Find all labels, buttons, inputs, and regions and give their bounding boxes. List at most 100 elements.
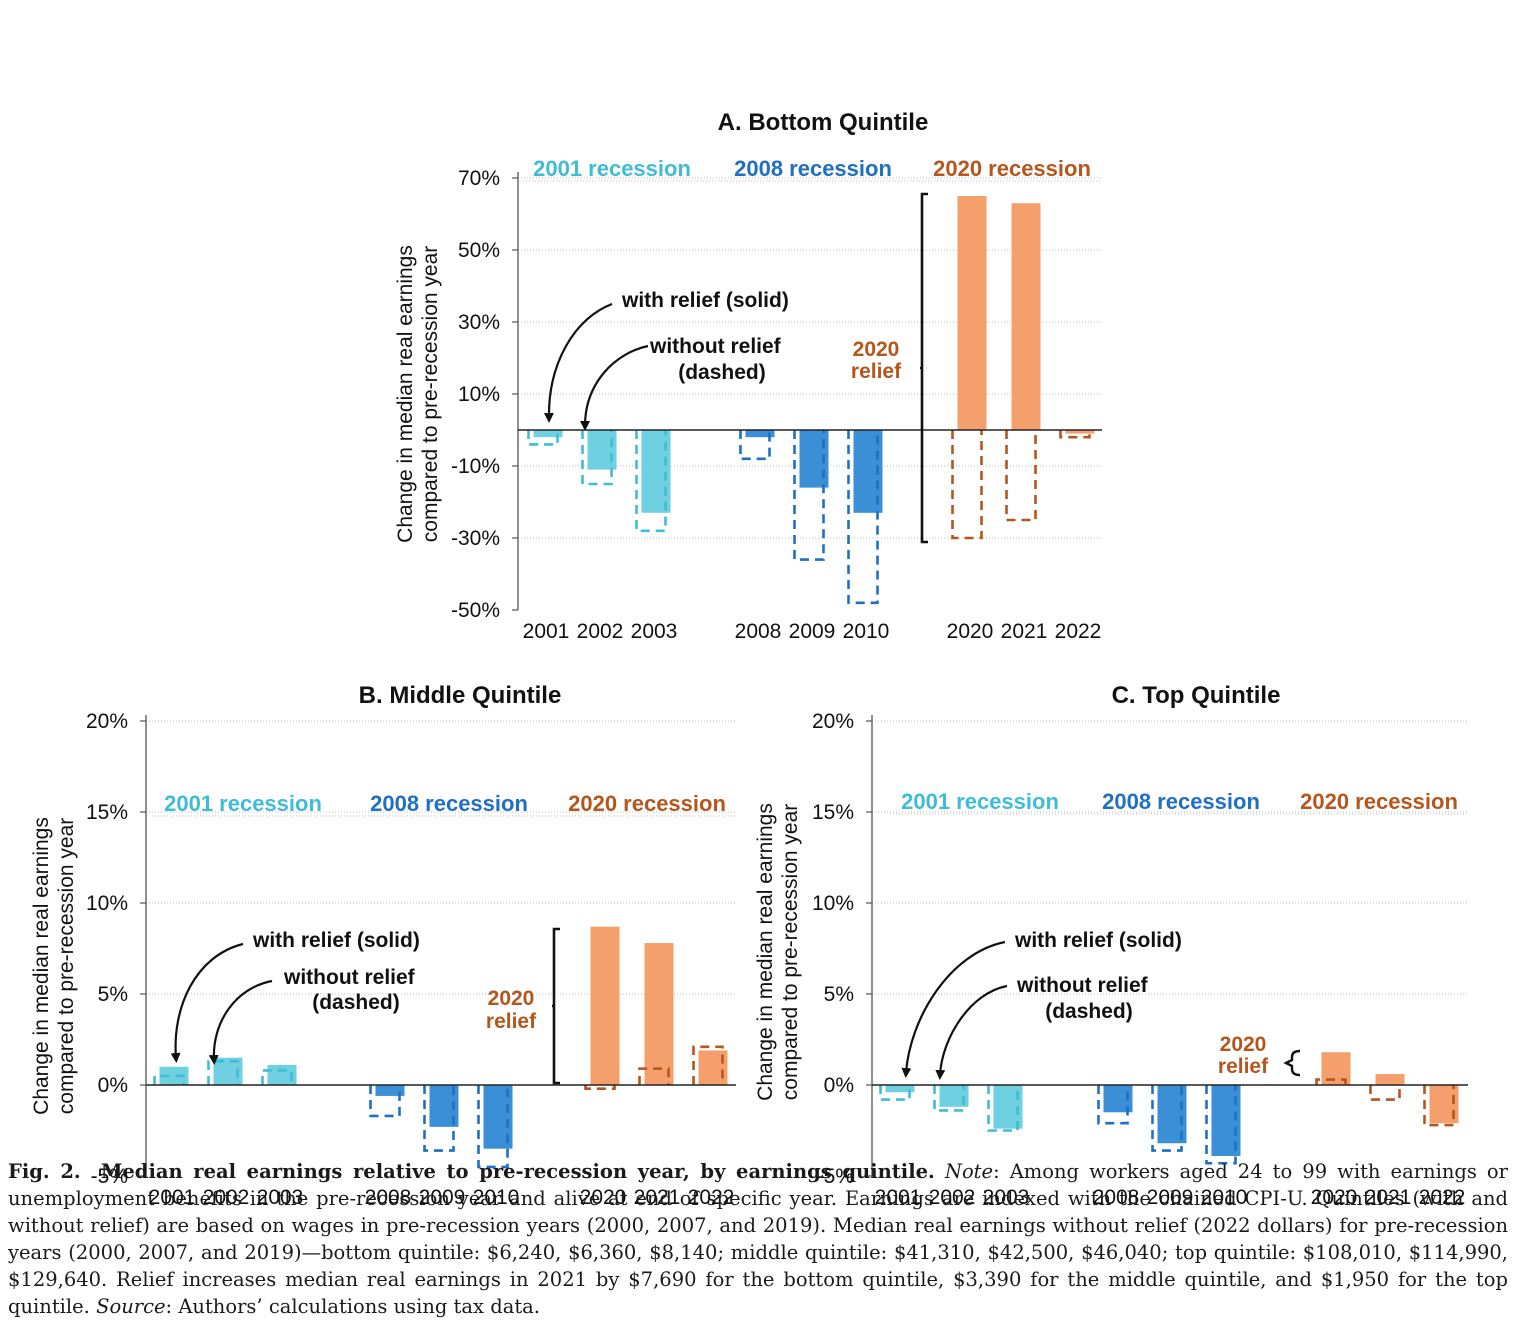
x-tick-label: 2002 <box>577 620 624 643</box>
y-tick-label: -30% <box>451 527 500 550</box>
bar-without-relief <box>1151 1085 1183 1152</box>
bar-without-relief <box>584 1085 616 1090</box>
annotation-relief: relief <box>486 1010 537 1033</box>
bar-without-relief <box>638 1067 670 1085</box>
y-tick-label: 10% <box>812 892 854 915</box>
x-tick-label: 2010 <box>1201 1186 1248 1209</box>
arrow-with-relief <box>170 942 244 1063</box>
x-tick-label: 2001 <box>875 1186 922 1209</box>
x-tick-label: 2021 <box>634 1186 681 1209</box>
x-tick-label: 2008 <box>365 1186 412 1209</box>
annotation-with-relief: with relief (solid) <box>1014 929 1182 952</box>
annotation-dashed: (dashed) <box>1045 1000 1133 1023</box>
x-tick-label: 2020 <box>947 620 994 643</box>
y-axis-label: Change in median real earningscompared t… <box>754 803 802 1101</box>
y-tick-label: -50% <box>451 599 500 622</box>
arrow-with-relief <box>543 302 613 423</box>
bar-without-relief <box>1205 1085 1237 1165</box>
bar-without-relief <box>847 430 879 605</box>
y-axis-label: Change in median real earningscompared t… <box>30 817 78 1115</box>
bar-with-relief <box>267 1064 297 1085</box>
bar-with-relief <box>159 1066 189 1085</box>
y-tick-label: 0% <box>824 1074 854 1097</box>
bar-with-relief <box>885 1085 915 1093</box>
relief-bracket <box>552 927 560 1085</box>
bar-with-relief <box>644 943 674 1085</box>
x-tick-label: 2003 <box>631 620 678 643</box>
bar-with-relief <box>590 926 620 1085</box>
bar-with-relief <box>745 430 775 438</box>
x-tick-label: 2020 <box>1311 1186 1358 1209</box>
x-tick-label: 2009 <box>1147 1186 1194 1209</box>
panel-middle-quintile: B. Middle Quintile -5% 0% 5% 10% 15% 20% Change… <box>30 682 736 1209</box>
bar-with-relief <box>957 196 987 430</box>
legend-entry: 2008 recession <box>1102 789 1260 814</box>
caption-label: Fig. 2. <box>8 1160 81 1183</box>
bar-without-relief <box>1059 430 1091 439</box>
y-tick-label: 5% <box>98 983 128 1006</box>
bar-without-relief <box>581 430 613 486</box>
arrow-with-relief <box>901 940 1006 1078</box>
bar-without-relief <box>261 1069 293 1085</box>
bar-with-relief <box>939 1085 969 1107</box>
x-tick-label: 2002 <box>203 1186 250 1209</box>
y-tick-label: -5% <box>91 1165 128 1188</box>
bar-without-relief <box>369 1085 401 1118</box>
y-tick-label: 5% <box>824 983 854 1006</box>
x-tick-label: 2021 <box>1001 620 1048 643</box>
x-tick-label: 2009 <box>789 620 836 643</box>
bar-without-relief <box>1423 1085 1455 1127</box>
x-tick-label: 2010 <box>473 1186 520 1209</box>
annotation-with-relief: with relief (solid) <box>621 289 789 312</box>
y-tick-label: 20% <box>812 710 854 733</box>
bar-with-relief <box>1375 1074 1405 1085</box>
x-tick-label: 2009 <box>419 1186 466 1209</box>
bar-without-relief <box>933 1085 965 1112</box>
bar-with-relief <box>1011 203 1041 430</box>
bar-without-relief <box>1005 430 1037 522</box>
y-axis-label-line: Change in median real earnings <box>394 245 417 543</box>
legend-entry: 2001 recession <box>164 791 322 816</box>
y-tick-label: -5% <box>817 1165 854 1188</box>
annotation-relief-year: 2020 <box>853 338 900 361</box>
caption-title: Median real earnings relative to pre-rec… <box>100 1160 935 1183</box>
arrow-without-relief <box>580 344 649 431</box>
x-tick-label: 2021 <box>1365 1186 1412 1209</box>
bar-without-relief <box>207 1060 239 1085</box>
legend-entry: 2001 recession <box>533 156 691 181</box>
legend-entry: 2001 recession <box>901 789 1059 814</box>
x-tick-label: 2003 <box>257 1186 304 1209</box>
y-tick-label: 10% <box>458 383 500 406</box>
caption-source: : Authors’ calculations using tax data. <box>165 1295 540 1318</box>
panel-title: A. Bottom Quintile <box>718 109 929 136</box>
bar-without-relief <box>1097 1085 1129 1125</box>
x-tick-label: 2020 <box>580 1186 627 1209</box>
figure-caption: Fig. 2. Median real earnings relative to… <box>8 1158 1508 1320</box>
panel-title: C. Top Quintile <box>1112 682 1281 709</box>
bar-with-relief <box>375 1085 405 1096</box>
x-tick-label: 2022 <box>688 1186 735 1209</box>
legend-entry: 2008 recession <box>370 791 528 816</box>
x-tick-label: 2002 <box>929 1186 976 1209</box>
legend-entry: 2020 recession <box>568 791 726 816</box>
y-tick-label: -10% <box>451 455 500 478</box>
y-axis-label-line: compared to pre-recession year <box>55 818 78 1114</box>
annotation-without-relief: without relief <box>1016 974 1149 997</box>
annotation-with-relief: with relief (solid) <box>252 929 420 952</box>
caption-source-label: Source <box>96 1295 166 1318</box>
x-tick-label: 2008 <box>1093 1186 1140 1209</box>
x-tick-label: 2001 <box>149 1186 196 1209</box>
y-axis-label: Change in median real earningscompared t… <box>394 245 442 543</box>
x-tick-label: 2003 <box>983 1186 1030 1209</box>
panel-title: B. Middle Quintile <box>359 682 562 709</box>
y-tick-label: 0% <box>98 1074 128 1097</box>
y-axis-label-line: compared to pre-recession year <box>419 246 442 542</box>
annotation-relief-year: 2020 <box>488 987 535 1010</box>
y-axis-label-line: compared to pre-recession year <box>779 804 802 1100</box>
annotation-dashed: (dashed) <box>678 361 766 384</box>
legend-entry: 2020 recession <box>1300 789 1458 814</box>
bar-without-relief <box>692 1045 724 1085</box>
legend-entry: 2020 recession <box>933 156 1091 181</box>
y-tick-label: 20% <box>86 710 128 733</box>
